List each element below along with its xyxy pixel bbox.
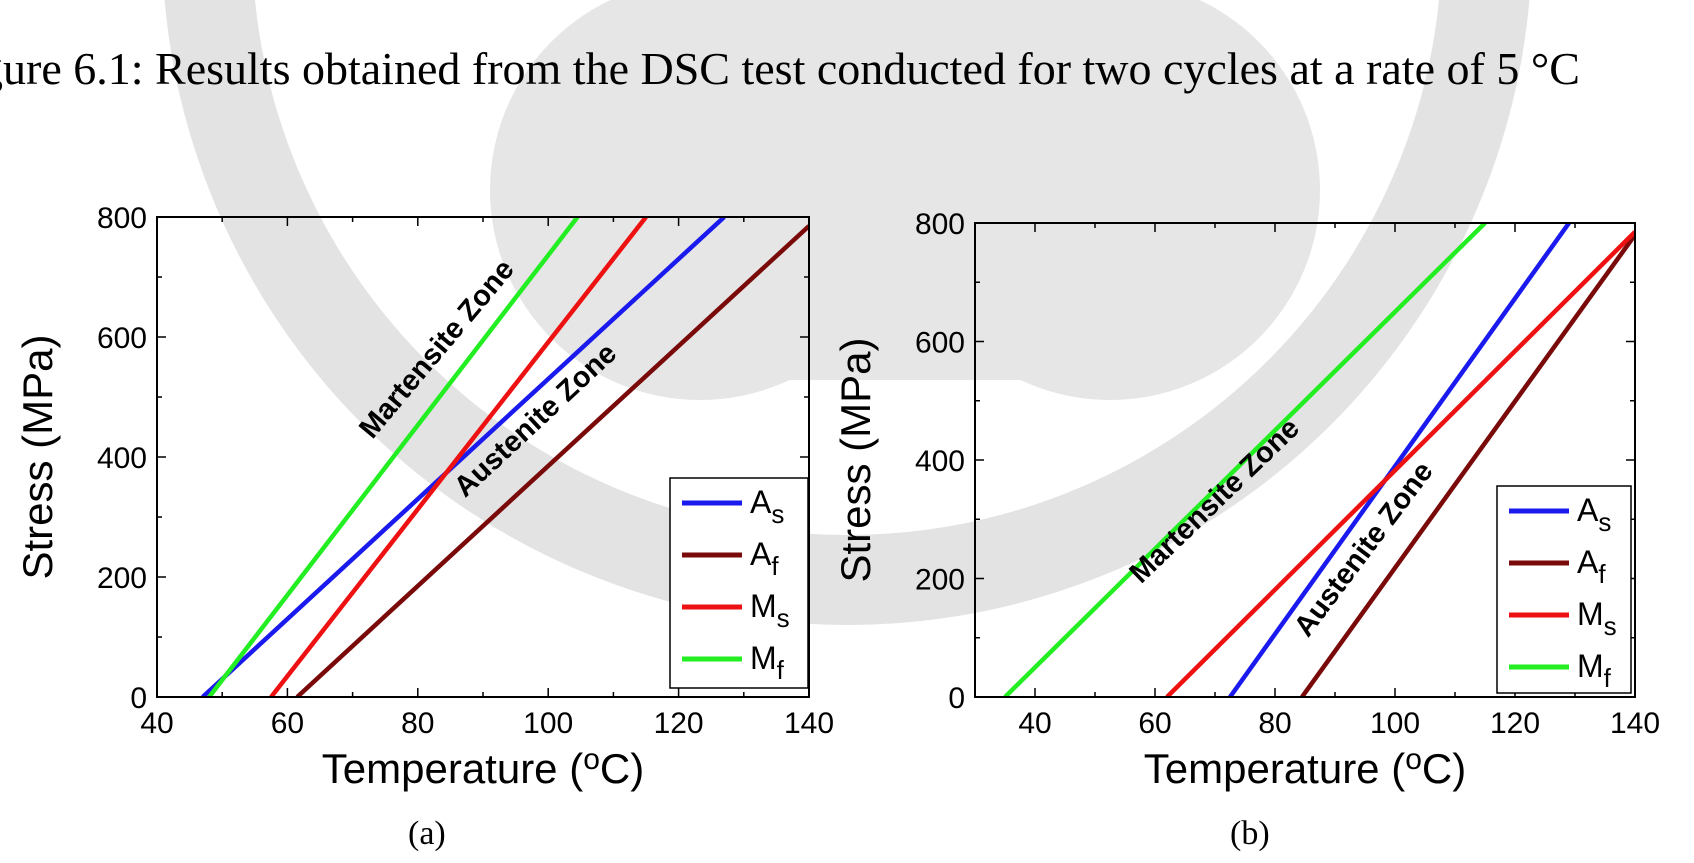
series-line-Af (295, 224, 809, 697)
x-tick-label: 100 (1370, 707, 1420, 740)
legend-label: As (750, 484, 784, 529)
x-axis-label: Temperature (oC) (1144, 743, 1466, 792)
y-tick-label: 0 (130, 682, 147, 715)
y-tick-label: 0 (948, 682, 965, 715)
x-axis-label: Temperature (oC) (322, 743, 644, 792)
legend-label: Af (1577, 544, 1606, 589)
y-tick-label: 600 (915, 327, 965, 360)
y-tick-label: 400 (97, 442, 147, 475)
plot-frame (974, 222, 1636, 698)
y-tick-label: 800 (97, 202, 147, 235)
legend-label: Ms (750, 588, 790, 633)
legend-box (669, 477, 809, 689)
x-tick-label: 40 (1018, 707, 1051, 740)
series-line-Af (1300, 233, 1635, 697)
legend-box (1496, 485, 1632, 694)
series-line-As (201, 217, 726, 697)
legend-label: Af (750, 536, 779, 581)
series-line-Mf (1003, 223, 1487, 697)
series-line-Ms (269, 217, 648, 697)
y-tick-label: 200 (915, 564, 965, 597)
y-tick-label: 800 (915, 208, 965, 241)
legend-label: Ms (1577, 596, 1617, 641)
legend-label: Mf (750, 640, 785, 685)
x-tick-label: 40 (140, 707, 173, 740)
x-tick-label: 60 (271, 707, 304, 740)
subfigure-label-b: (b) (1230, 815, 1270, 852)
zone-annotation: Martensite Zone (1124, 412, 1306, 589)
x-tick-label: 80 (401, 707, 434, 740)
subfigure-label-a: (a) (408, 815, 446, 852)
x-tick-label: 120 (654, 707, 704, 740)
x-tick-label: 100 (523, 707, 573, 740)
legend-label: As (1577, 492, 1611, 537)
legend-label: Mf (1577, 648, 1612, 693)
series-line-As (1228, 223, 1571, 697)
x-tick-label: 60 (1138, 707, 1171, 740)
chart-b: 40 60 80 100 120 140 0 200 400 600 800 Temperature … (832, 208, 1660, 792)
plot-frame (156, 216, 810, 698)
series-line-Ms (1165, 230, 1635, 697)
x-tick-label: 80 (1258, 707, 1291, 740)
figure-caption: gure 6.1: Results obtained from the DSC … (0, 43, 1580, 94)
series-line-Mf (207, 217, 580, 697)
y-axis-label: Stress (MPa) (832, 337, 879, 582)
chart-a: 40 60 80 100 120 140 0 200 400 600 800 Temperature … (14, 202, 834, 792)
x-tick-label: 140 (1610, 707, 1660, 740)
y-tick-label: 600 (97, 322, 147, 355)
x-tick-label: 140 (784, 707, 834, 740)
x-tick-label: 120 (1490, 707, 1540, 740)
zone-annotation: Martensite Zone (353, 254, 520, 445)
y-tick-label: 400 (915, 445, 965, 478)
y-tick-label: 200 (97, 562, 147, 595)
y-axis-label: Stress (MPa) (14, 334, 61, 579)
